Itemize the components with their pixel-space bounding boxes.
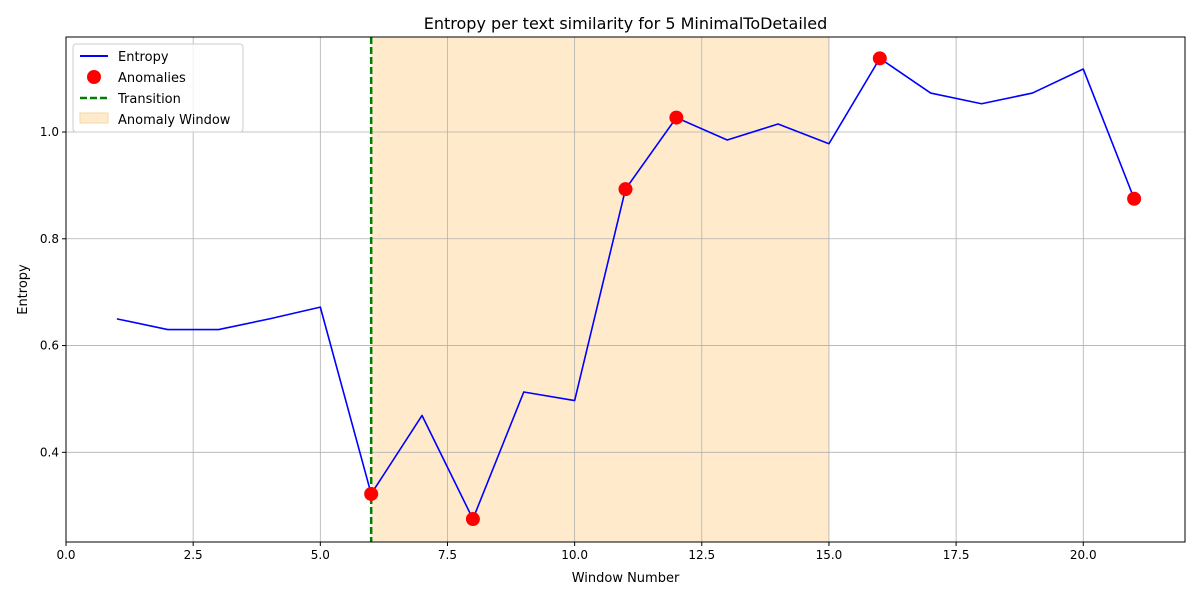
x-axis-ticks: 0.0 2.5 5.0 7.5 10.0 12.5 15.0 17.5 20.0 [56, 542, 1097, 562]
legend-frame [72, 43, 244, 133]
legend-entropy-label: Entropy [118, 50, 169, 65]
anomaly-point [618, 182, 633, 197]
anomaly-window-band [371, 37, 829, 542]
anomaly-point [1127, 191, 1142, 206]
legend-transition-label: Transition [117, 92, 181, 107]
plot-frame [65, 36, 1186, 543]
legend-anomalies-label: Anomalies [118, 71, 186, 86]
y-axis-label: Entropy [16, 264, 31, 315]
x-tick-label: 5.0 [311, 548, 330, 562]
grid-layer [65, 37, 1185, 542]
anomaly-point [872, 51, 887, 66]
anomaly-points-layer [364, 51, 1142, 527]
anomaly-point [465, 512, 480, 527]
anomaly-window-layer [371, 37, 829, 542]
x-tick-label: 7.5 [438, 548, 457, 562]
legend-anomaly-window-label: Anomaly Window [118, 113, 231, 128]
x-tick-label: 15.0 [816, 548, 843, 562]
x-tick-label: 20.0 [1070, 548, 1097, 562]
y-axis-ticks: 0.4 0.6 0.8 1.0 [40, 125, 66, 459]
y-tick-label: 0.6 [40, 339, 59, 353]
chart-title: Entropy per text similarity for 5 Minima… [424, 14, 828, 33]
legend-anomaly-window-swatch [79, 112, 109, 124]
x-tick-label: 2.5 [184, 548, 203, 562]
y-tick-label: 0.4 [40, 445, 59, 459]
legend: Entropy Anomalies Transition Anomaly Win… [72, 43, 244, 133]
x-tick-label: 10.0 [561, 548, 588, 562]
anomaly-point [669, 110, 684, 125]
legend-anomalies-swatch [87, 70, 101, 84]
x-tick-label: 17.5 [943, 548, 970, 562]
y-tick-label: 1.0 [40, 125, 59, 139]
x-tick-label: 0.0 [56, 548, 75, 562]
x-axis-label: Window Number [572, 571, 680, 586]
y-tick-label: 0.8 [40, 232, 59, 246]
anomaly-point [364, 486, 379, 501]
x-tick-label: 12.5 [688, 548, 715, 562]
